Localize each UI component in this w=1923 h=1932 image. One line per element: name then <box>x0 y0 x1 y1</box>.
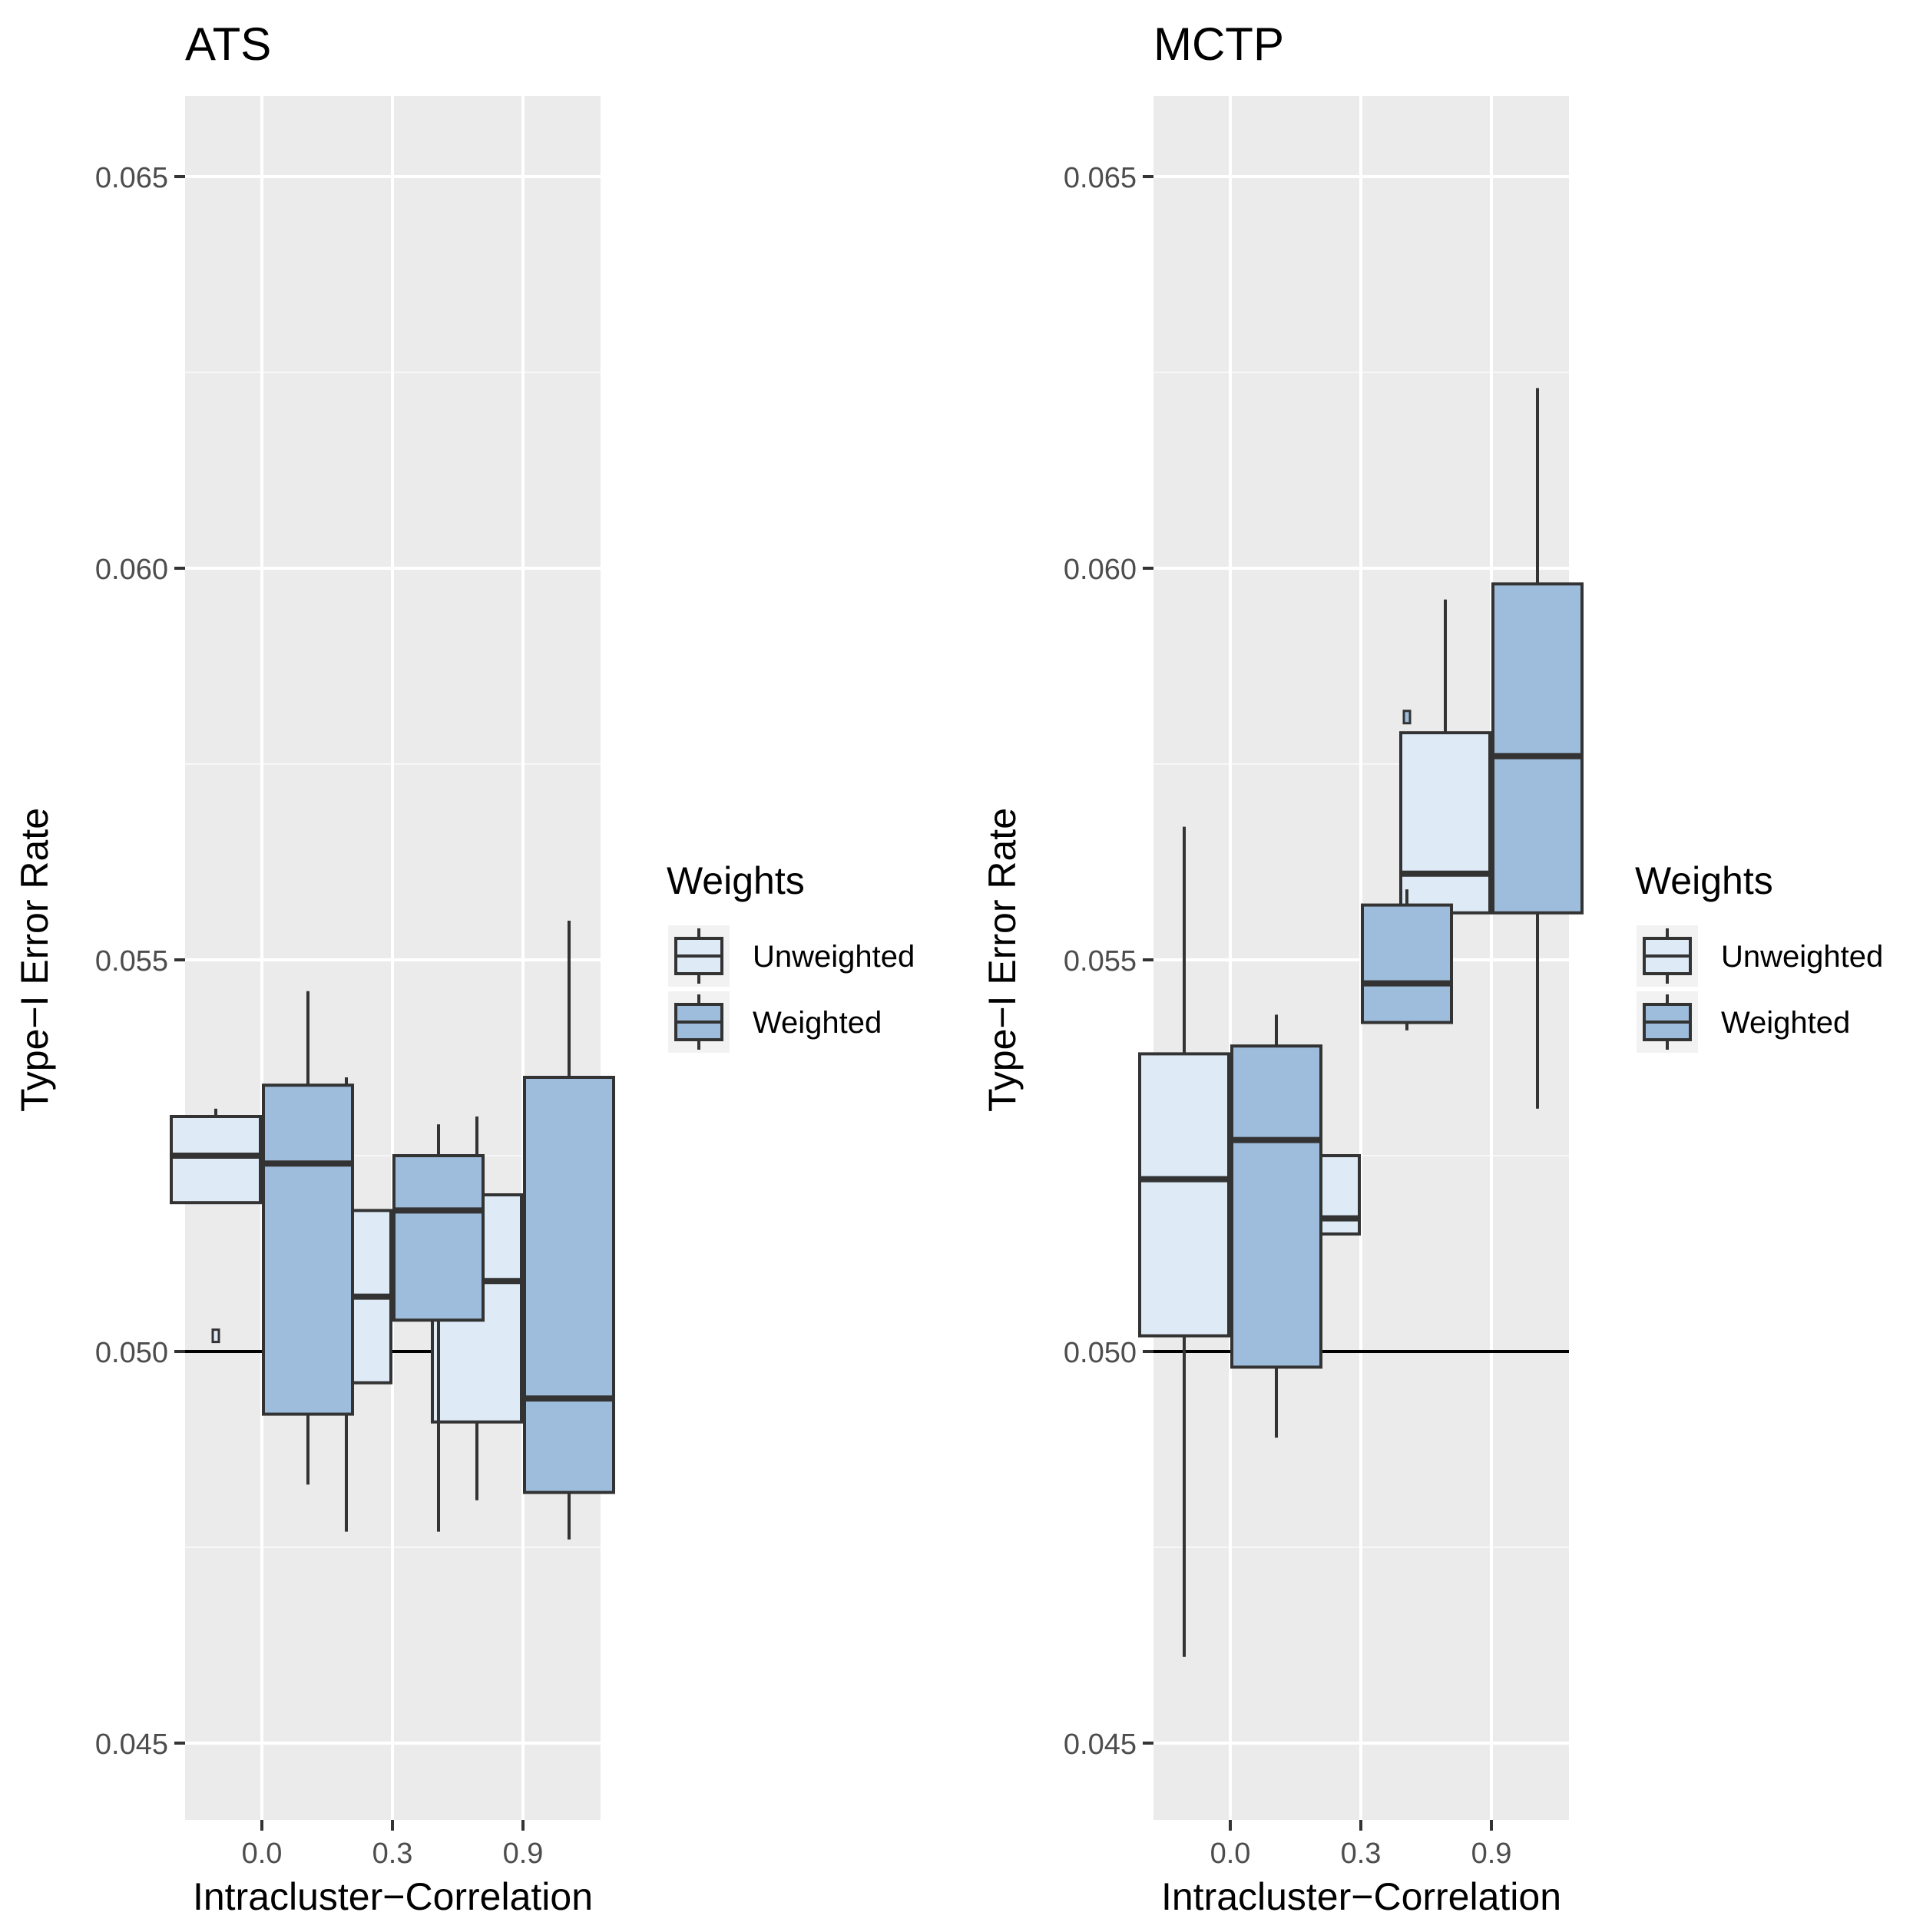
legend: Weights Unweighted Weighted <box>667 859 915 1053</box>
y-tick-label: 0.055 <box>1064 945 1137 978</box>
y-axis-title: Type−I Error Rate <box>981 808 1024 1112</box>
y-tick-label: 0.050 <box>95 1337 168 1369</box>
legend-label: Weighted <box>753 1006 882 1040</box>
box-unweighted-0.0 <box>170 1108 262 1344</box>
y-tick-label: 0.045 <box>1064 1729 1137 1761</box>
box-body <box>1361 903 1453 1024</box>
box-weighted-0.0 <box>1230 1014 1322 1438</box>
x-tick-label: 0.9 <box>503 1838 544 1870</box>
box-body <box>262 1083 354 1416</box>
box-weighted-0.9 <box>523 921 615 1540</box>
box-unweighted-0.0 <box>1138 826 1230 1657</box>
box-body <box>1138 1052 1230 1338</box>
legend-key-unweighted <box>1637 925 1698 987</box>
y-axis-title: Type−I Error Rate <box>13 808 56 1112</box>
x-tick-label: 0.3 <box>372 1838 413 1870</box>
panel-ats: 0.045 0.050 0.055 0.060 0.065 0.0 0.3 0.9 Intrac… <box>13 18 915 1918</box>
outlier-point <box>211 1328 220 1344</box>
y-tick-label: 0.060 <box>95 554 168 586</box>
panel-mctp: 0.045 0.050 0.055 0.060 0.065 0.0 0.3 0.9 Intrac… <box>981 18 1883 1918</box>
box-weighted-0.9 <box>1491 388 1584 1109</box>
x-axis-title: Intracluster−Correlation <box>1161 1875 1561 1918</box>
box-body <box>1491 582 1584 915</box>
panel-title: ATS <box>185 18 271 70</box>
y-tick-label: 0.065 <box>95 162 168 194</box>
legend-key-weighted <box>1637 991 1698 1053</box>
legend-label: Weighted <box>1721 1006 1850 1040</box>
x-tick-label: 0.0 <box>242 1838 283 1870</box>
x-tick-label: 0.9 <box>1471 1838 1512 1870</box>
legend-label: Unweighted <box>753 940 915 974</box>
legend-title: Weights <box>667 859 805 902</box>
y-tick-label: 0.065 <box>1064 162 1137 194</box>
box-weighted-0.3 <box>1361 710 1453 1031</box>
outlier-point <box>1402 710 1412 725</box>
y-tick-label: 0.060 <box>1064 554 1137 586</box>
legend-key-weighted <box>668 991 730 1053</box>
box-weighted-0.0 <box>262 991 354 1485</box>
y-tick-label: 0.055 <box>95 945 168 978</box>
x-tick-label: 0.3 <box>1341 1838 1382 1870</box>
box-body <box>392 1154 485 1322</box>
y-tick-label: 0.050 <box>1064 1337 1137 1369</box>
box-weighted-0.3 <box>392 1124 485 1532</box>
box-body <box>1399 731 1491 915</box>
legend-key-unweighted <box>668 925 730 987</box>
legend-title: Weights <box>1635 859 1773 902</box>
legend: Weights Unweighted Weighted <box>1635 859 1883 1053</box>
x-tick-label: 0.0 <box>1210 1838 1251 1870</box>
box-body <box>170 1115 262 1205</box>
box-body <box>1230 1044 1322 1369</box>
box-body <box>523 1076 615 1494</box>
legend-label: Unweighted <box>1721 940 1883 974</box>
panel-title: MCTP <box>1153 18 1284 70</box>
y-tick-label: 0.045 <box>95 1729 168 1761</box>
x-axis-title: Intracluster−Correlation <box>193 1875 593 1918</box>
